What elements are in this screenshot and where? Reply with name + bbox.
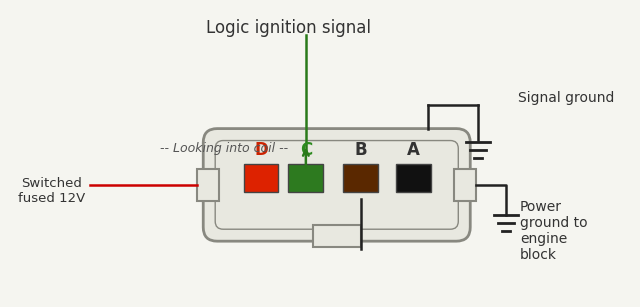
Text: C: C <box>300 141 312 159</box>
Text: A: A <box>407 141 420 159</box>
FancyBboxPatch shape <box>204 129 470 241</box>
Text: Logic ignition signal: Logic ignition signal <box>207 18 371 37</box>
Bar <box>197 169 219 201</box>
Text: Power
ground to
engine
block: Power ground to engine block <box>520 200 588 262</box>
Bar <box>313 225 361 247</box>
Text: Signal ground: Signal ground <box>518 91 614 105</box>
Bar <box>454 169 476 201</box>
Text: B: B <box>355 141 367 159</box>
Text: -- Looking into coil --: -- Looking into coil -- <box>160 142 288 154</box>
Text: D: D <box>254 141 268 159</box>
Bar <box>396 164 431 192</box>
Bar <box>244 164 278 192</box>
Bar <box>289 164 323 192</box>
FancyBboxPatch shape <box>215 141 458 229</box>
Text: Switched
fused 12V: Switched fused 12V <box>18 177 85 205</box>
Bar <box>343 164 378 192</box>
